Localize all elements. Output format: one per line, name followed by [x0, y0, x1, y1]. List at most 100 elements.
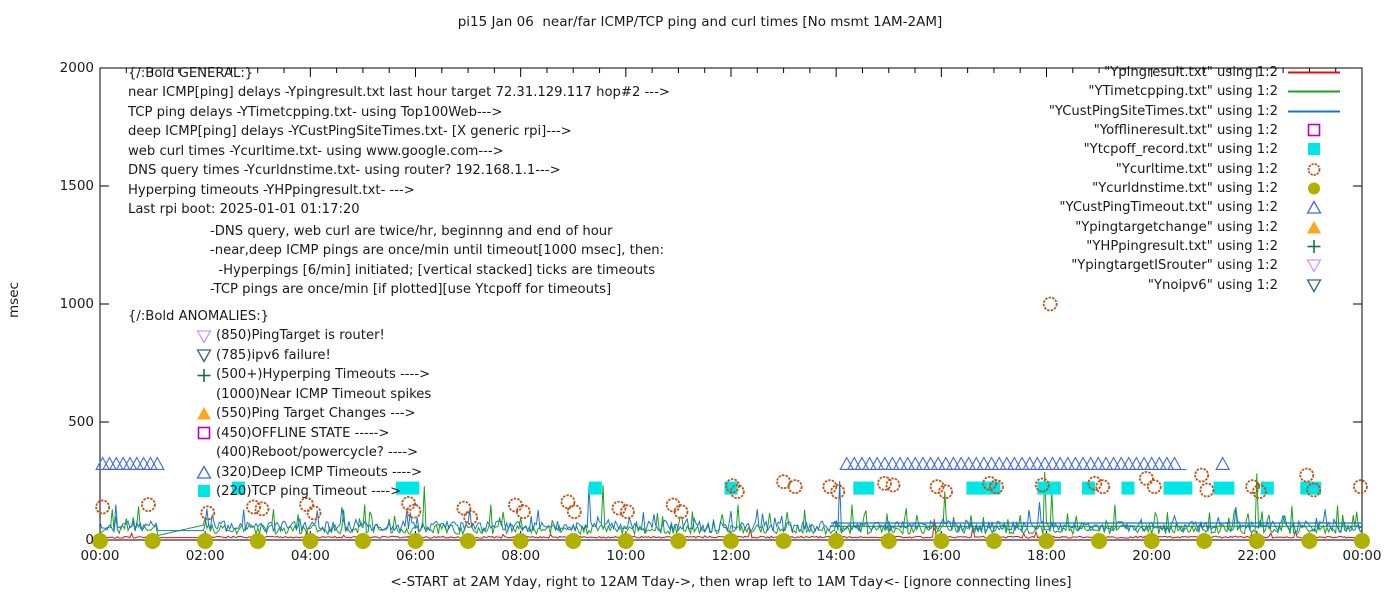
anomaly-text: (550)Ping Target Changes --->	[216, 406, 416, 422]
triangle-up-filled-icon	[196, 406, 216, 421]
triangle-up-open-icon	[196, 464, 216, 480]
anomaly-item: (500+)Hyperping Timeouts ---->	[196, 365, 431, 384]
legend-row: "YHPpingresult.txt" using 1:2	[1049, 237, 1346, 256]
y-tick-label: 1000	[59, 296, 94, 312]
legend-row: "YCustPingTimeout.txt" using 1:2	[1049, 198, 1346, 217]
anomaly-text: (450)OFFLINE STATE ----->	[216, 425, 390, 441]
y-tick-label: 0	[85, 532, 94, 548]
plus-icon	[1282, 239, 1346, 254]
x-tick-label: 22:00	[1237, 548, 1277, 564]
legend-label: "YHPpingresult.txt" using 1:2	[1086, 239, 1278, 255]
legend-label: "Ypingtargetchange" using 1:2	[1075, 219, 1278, 235]
general-line: near ICMP[ping] delays -Ypingresult.txt …	[128, 85, 670, 101]
triangle-up-open-icon	[1282, 200, 1346, 215]
square-open-icon	[196, 426, 216, 441]
measurement-notes-block: -DNS query, web curl are twice/hr, begin…	[210, 222, 664, 300]
line-icon	[1282, 84, 1346, 99]
anomaly-item: (1000)Near ICMP Timeout spikes	[196, 385, 431, 404]
note-line: -DNS query, web curl are twice/hr, begin…	[210, 224, 613, 239]
anomaly-item: (400)Reboot/powercycle? ---->	[196, 443, 431, 462]
note-line: -Hyperpings [6/min] initiated; [vertical…	[210, 262, 656, 278]
triangle-down-open-icon	[1282, 258, 1346, 274]
circle-open-icon	[1282, 162, 1346, 177]
anomaly-text: (500+)Hyperping Timeouts ---->	[216, 367, 431, 383]
anomalies-annotation-block: {/:Bold ANOMALIES:} (850)PingTarget is ro…	[128, 307, 431, 501]
x-tick-label: 04:00	[290, 548, 330, 564]
x-axis-caption: <-START at 2AM Yday, right to 12AM Tday-…	[390, 574, 1072, 590]
x-tick-label: 12:00	[711, 548, 751, 564]
line-icon	[1282, 65, 1346, 80]
legend-row: "Ypingtargetchange" using 1:2	[1049, 218, 1346, 237]
x-tick-label: 14:00	[816, 548, 856, 564]
legend-row: "Ycurldnstime.txt" using 1:2	[1049, 179, 1346, 198]
anomaly-text: (1000)Near ICMP Timeout spikes	[216, 386, 432, 402]
anomaly-text: (850)PingTarget is router!	[216, 328, 385, 344]
legend-label: "Ycurltime.txt" using 1:2	[1115, 161, 1278, 177]
legend-label: "Ynoipv6" using 1:2	[1147, 277, 1278, 293]
x-tick-label: 20:00	[1132, 548, 1172, 564]
x-tick-label: 08:00	[501, 548, 541, 564]
triangle-down-open-icon	[196, 329, 216, 344]
plus-icon	[196, 368, 216, 383]
note-line: -TCP pings are once/min [if plotted][use…	[210, 282, 612, 298]
legend-label: "YpingtargetISrouter" using 1:2	[1071, 258, 1278, 274]
square-filled-icon	[196, 484, 216, 499]
triangle-up-filled-icon	[1282, 220, 1346, 235]
square-filled-icon	[1282, 142, 1346, 157]
general-line: DNS query times -Ycurldnstime.txt- using…	[128, 163, 561, 179]
x-tick-label: 18:00	[1027, 548, 1066, 564]
y-tick-label: 1500	[59, 178, 94, 194]
anomaly-item: (450)OFFLINE STATE ----->	[196, 424, 431, 443]
x-tick-label: 00:00	[1342, 548, 1382, 564]
x-tick-label: 02:00	[185, 548, 225, 564]
legend-row: "Ynoipv6" using 1:2	[1049, 276, 1346, 295]
anomalies-header: {/:Bold ANOMALIES:}	[128, 309, 270, 324]
legend-row: "Ytcpoff_record.txt" using 1:2	[1049, 140, 1346, 159]
x-tick-label: 06:00	[396, 548, 435, 564]
circle-filled-icon	[1282, 181, 1346, 196]
square-open-icon	[1282, 123, 1346, 138]
line-icon	[1282, 104, 1346, 119]
y-tick-label: 500	[68, 414, 94, 430]
anomaly-item: (320)Deep ICMP Timeouts ---->	[196, 463, 431, 482]
general-line: Hyperping timeouts -YHPpingresult.txt- -…	[128, 182, 415, 198]
legend-row: "YTimetcpping.txt" using 1:2	[1049, 82, 1346, 101]
general-line: TCP ping delays -YTimetcpping.txt- using…	[128, 104, 503, 120]
y-tick-label: 2000	[59, 60, 94, 76]
legend-row: "YCustPingSiteTimes.txt" using 1:2	[1049, 102, 1346, 121]
x-tick-label: 16:00	[921, 548, 961, 564]
anomaly-text: (400)Reboot/powercycle? ---->	[216, 445, 419, 461]
anomaly-text: (785)ipv6 failure!	[216, 347, 331, 363]
anomaly-item: (850)PingTarget is router!	[196, 326, 431, 345]
legend-label: "Ycurldnstime.txt" using 1:2	[1092, 181, 1278, 197]
legend-label: "YCustPingSiteTimes.txt" using 1:2	[1048, 103, 1278, 119]
legend-label: "Yofflineresult.txt" using 1:2	[1093, 123, 1278, 139]
legend-row: "Ycurltime.txt" using 1:2	[1049, 160, 1346, 179]
legend-row: "Ypingresult.txt" using 1:2	[1049, 63, 1346, 82]
x-tick-label: 00:00	[80, 548, 120, 564]
general-annotation-block: {/:Bold GENERAL:} near ICMP[ping] delays …	[128, 64, 670, 220]
legend-label: "YTimetcpping.txt" using 1:2	[1088, 84, 1278, 100]
legend-label: "Ytcpoff_record.txt" using 1:2	[1083, 142, 1278, 158]
anomaly-text: (320)Deep ICMP Timeouts ---->	[216, 464, 423, 480]
triangle-down-open-icon	[196, 348, 216, 363]
legend-row: "YpingtargetISrouter" using 1:2	[1049, 256, 1346, 275]
note-line: -near,deep ICMP pings are once/min until…	[210, 243, 665, 259]
triangle-down-open-icon	[1282, 278, 1346, 293]
general-line: Last rpi boot: 2025-01-01 01:17:20	[128, 202, 360, 218]
general-line: deep ICMP[ping] delays -YCustPingSiteTim…	[128, 124, 572, 140]
legend-label: "YCustPingTimeout.txt" using 1:2	[1059, 200, 1278, 216]
anomaly-item: (220)TCP ping Timeout ---->	[196, 482, 431, 501]
general-line: {/:Bold GENERAL:}	[128, 66, 254, 81]
anomaly-item: (785)ipv6 failure!	[196, 346, 431, 365]
chart-title: pi15 Jan 06 near/far ICMP/TCP ping and c…	[457, 14, 943, 30]
plot-legend: "Ypingresult.txt" using 1:2 "YTimetcpping…	[1049, 63, 1346, 295]
legend-label: "Ypingresult.txt" using 1:2	[1104, 65, 1278, 81]
x-tick-label: 10:00	[606, 548, 646, 564]
anomaly-text: (220)TCP ping Timeout ---->	[216, 483, 402, 499]
legend-row: "Yofflineresult.txt" using 1:2	[1049, 121, 1346, 140]
general-line: web curl times -Ycurltime.txt- using www…	[128, 143, 504, 159]
anomaly-item: (550)Ping Target Changes --->	[196, 404, 431, 423]
